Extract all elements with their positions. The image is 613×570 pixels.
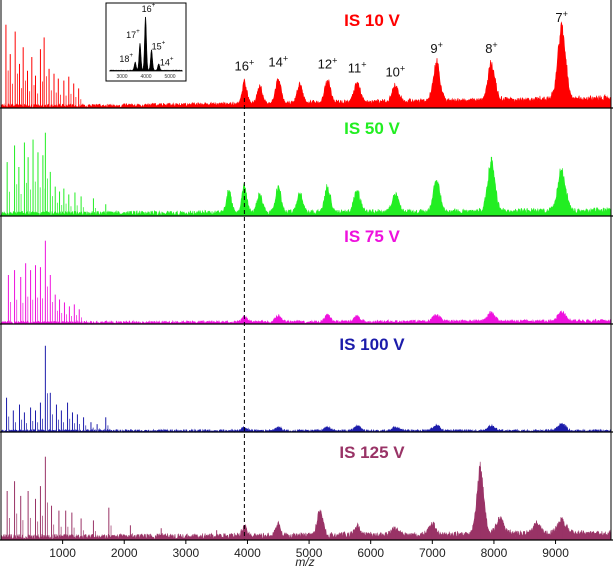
inset-tick-label-5000: 5000 — [164, 74, 175, 80]
peak-label-12plus: 12+ — [318, 56, 338, 72]
panel-label: IS 50 V — [344, 119, 400, 138]
panel-label: IS 75 V — [344, 227, 400, 246]
inset-peak-label-15plus: 15+ — [152, 39, 166, 51]
spectrum-trace — [0, 422, 612, 434]
peak-label-11plus: 11+ — [348, 59, 367, 75]
spectrum-trace — [0, 21, 612, 109]
peak-label-14plus: 14+ — [268, 54, 288, 70]
inset-peak-label-14plus: 14+ — [160, 56, 174, 68]
peak-label-7plus: 7+ — [555, 9, 568, 25]
inset-peak-label-18plus: 18+ — [119, 52, 133, 64]
peak-label-8plus: 8+ — [485, 40, 498, 56]
x-tick-label-2000: 2000 — [111, 546, 138, 560]
spectrum-panel-5: IS 125 V — [0, 443, 613, 541]
panels-layer: IS 10 V 16+ 14+ 12+ 11+ 10+ 9+ 8+ 7+ IS 50 V IS 75… — [0, 0, 613, 541]
peak-label-16plus: 16+ — [234, 57, 254, 73]
x-tick-label-9000: 9000 — [542, 546, 569, 560]
panel-label: IS 100 V — [339, 335, 405, 354]
x-tick-label-7000: 7000 — [419, 546, 446, 560]
inset-tick-label-4000: 4000 — [140, 74, 151, 80]
spectrum-panel-1: IS 10 V 16+ 14+ 12+ 11+ 10+ 9+ 8+ 7+ — [0, 9, 613, 109]
inset-tick-label-3000: 3000 — [116, 74, 127, 80]
x-tick-label-5000: 5000 — [296, 546, 323, 560]
panel-label: IS 125 V — [339, 443, 405, 462]
inset-spectrum: 18+ 17+ 16+ 15+ 14+ 3000 4000 5000 — [105, 2, 187, 82]
peak-label-10plus: 10+ — [385, 63, 405, 79]
x-axis: 1000 2000 3000 4000 5000 6000 7000 8000 9000 — [49, 540, 569, 560]
x-tick-label-1000: 1000 — [49, 546, 76, 560]
spectrum-panel-3: IS 75 V — [0, 227, 613, 326]
x-axis-title: m/z — [295, 555, 314, 569]
spectrum-panel-2: IS 50 V — [0, 119, 613, 217]
x-tick-label-4000: 4000 — [234, 546, 261, 560]
panel-label: IS 10 V — [344, 11, 400, 30]
x-tick-label-8000: 8000 — [481, 546, 508, 560]
spectrum-trace — [0, 160, 612, 217]
x-tick-label-3000: 3000 — [172, 546, 199, 560]
spectrum-trace — [0, 310, 612, 326]
spectrum-panel-4: IS 100 V — [0, 335, 613, 434]
x-tick-label-6000: 6000 — [357, 546, 384, 560]
inset-peak-label-17plus: 17+ — [126, 28, 140, 40]
inset-trace — [109, 16, 183, 72]
spectrum-trace — [0, 461, 612, 541]
inset-peak-label-16plus: 16+ — [142, 2, 156, 14]
peak-label-9plus: 9+ — [430, 40, 443, 56]
